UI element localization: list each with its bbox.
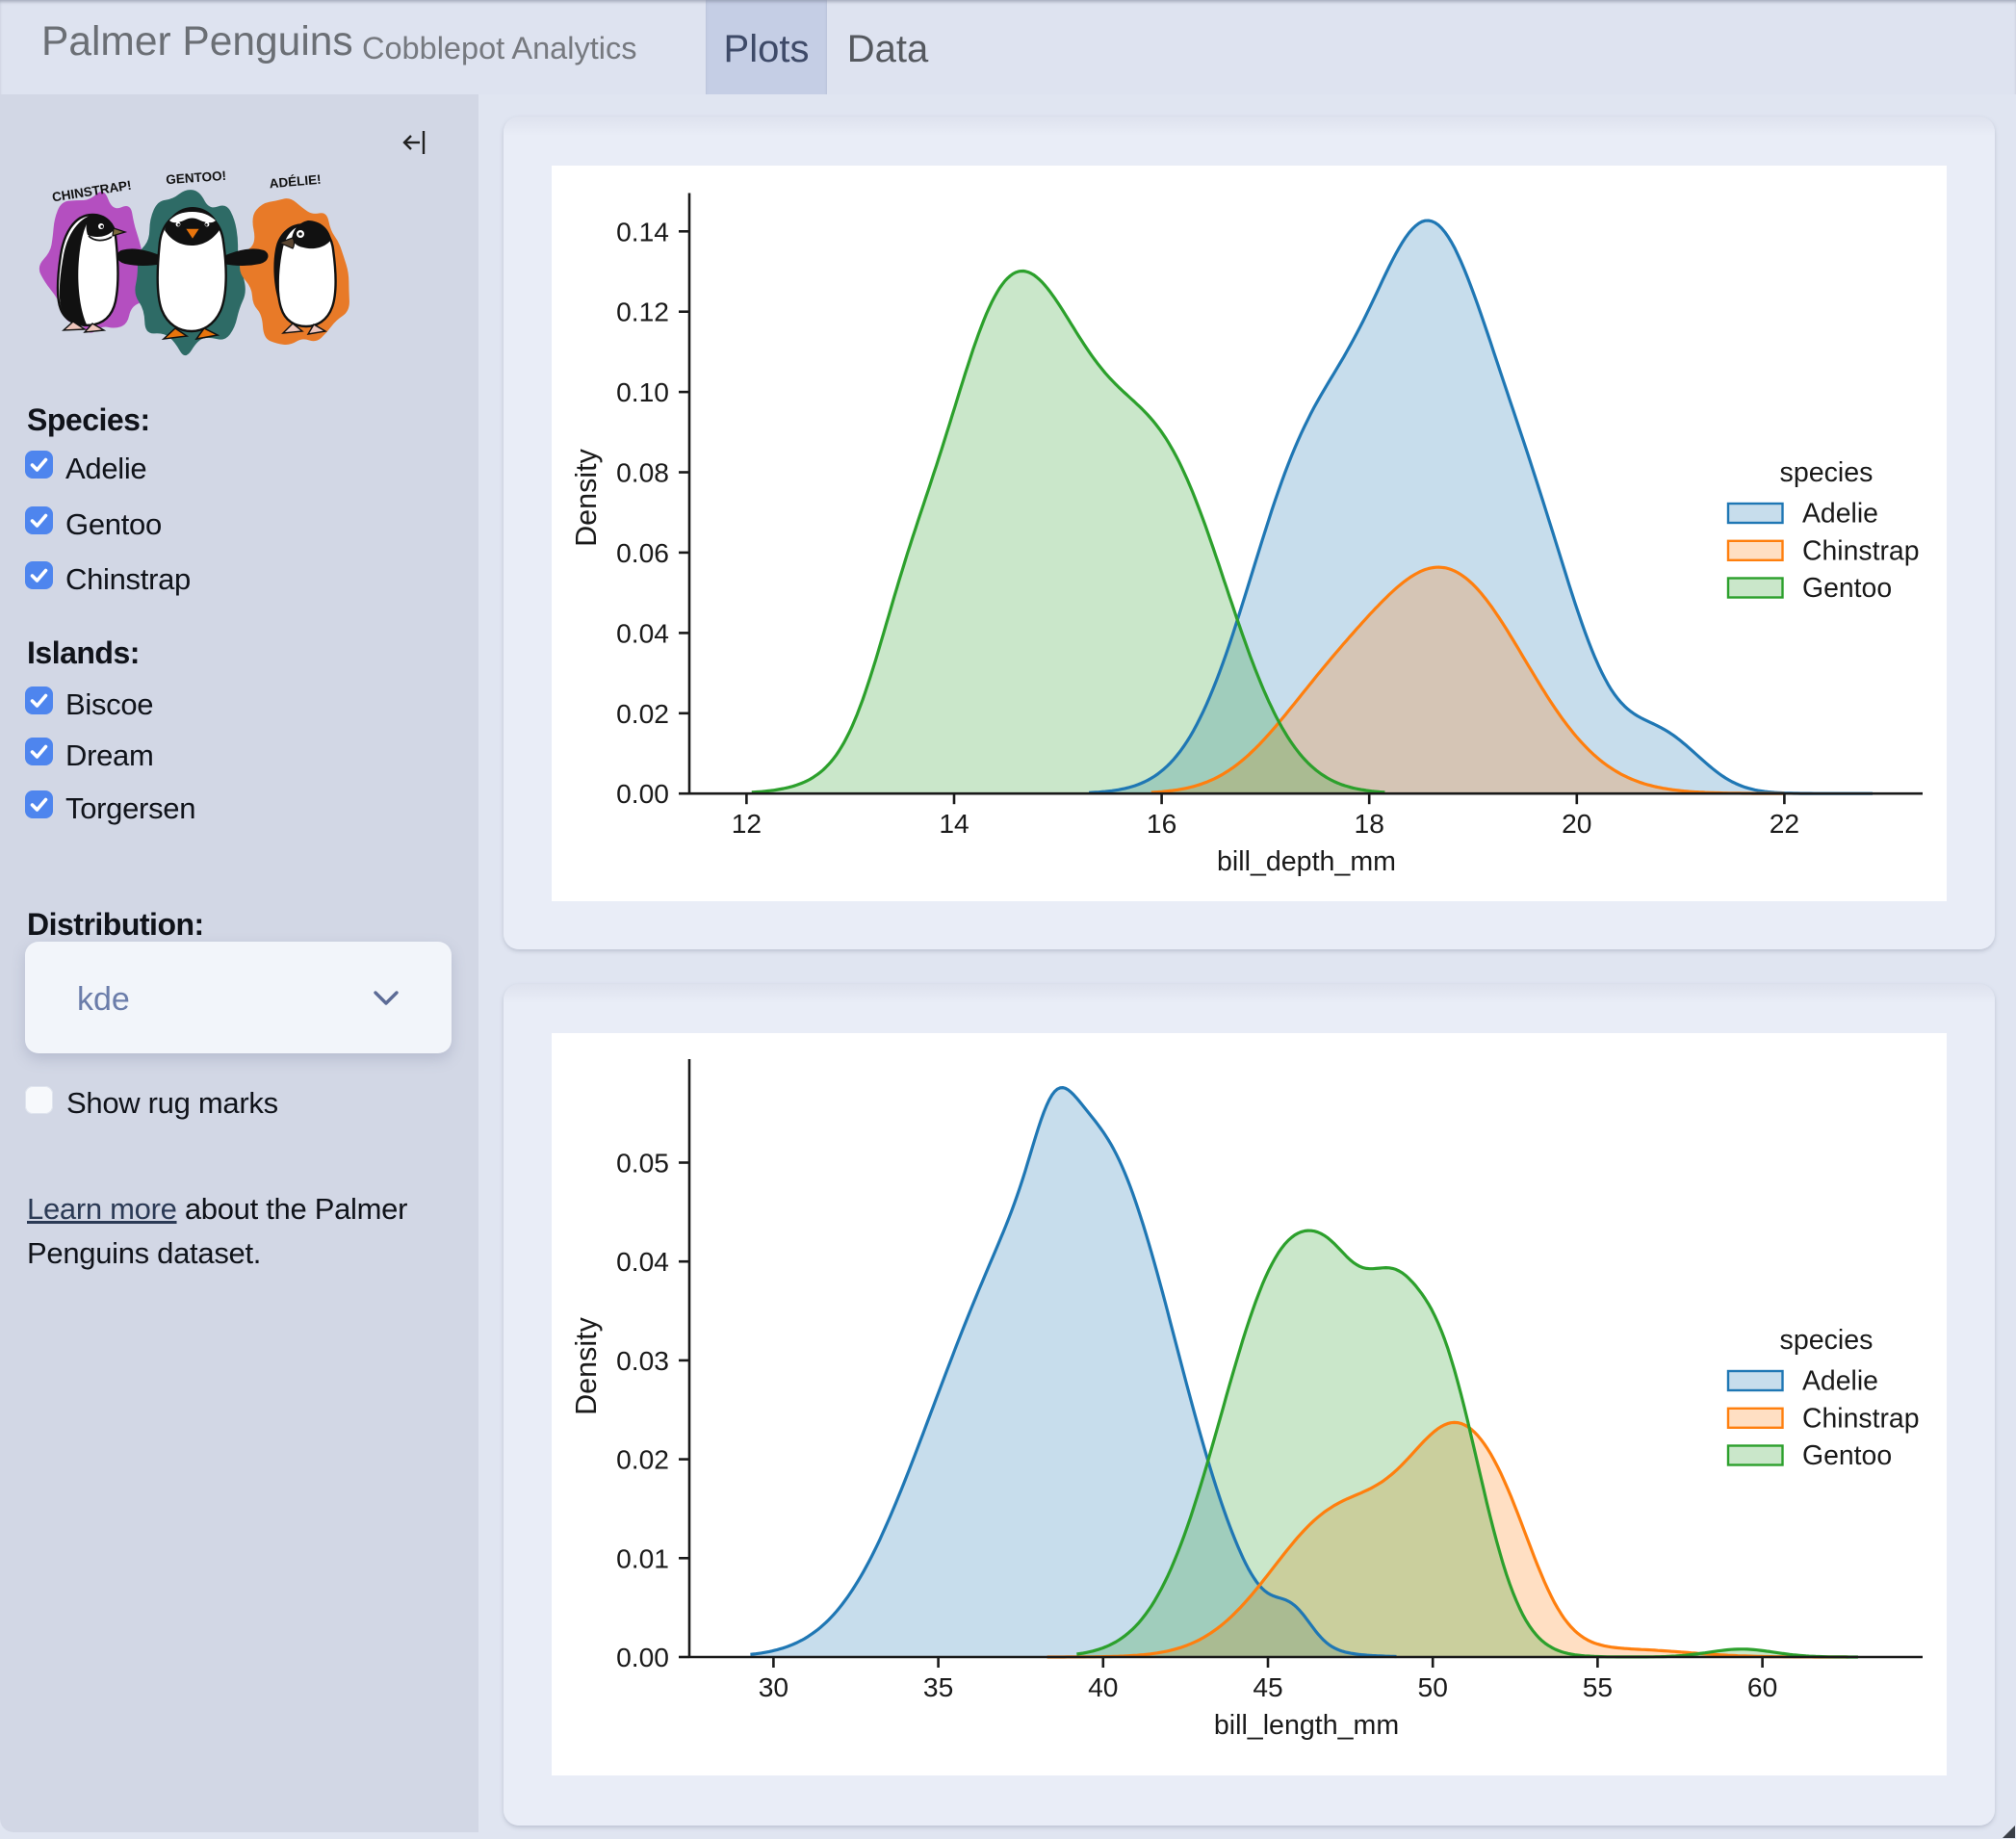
svg-text:0.05: 0.05 [616, 1148, 669, 1179]
svg-text:species: species [1780, 457, 1874, 488]
svg-text:12: 12 [732, 808, 762, 839]
svg-text:GENTOO!: GENTOO! [166, 168, 227, 187]
svg-text:40: 40 [1088, 1671, 1118, 1702]
svg-text:Density: Density [570, 1316, 603, 1414]
svg-text:14: 14 [939, 808, 969, 839]
svg-text:Chinstrap: Chinstrap [1802, 535, 1920, 566]
svg-text:45: 45 [1253, 1671, 1282, 1702]
svg-text:bill_depth_mm: bill_depth_mm [1217, 846, 1396, 877]
svg-text:0.02: 0.02 [616, 698, 669, 729]
svg-text:0.08: 0.08 [616, 457, 669, 488]
svg-text:0.06: 0.06 [616, 537, 669, 568]
svg-text:0.00: 0.00 [616, 778, 669, 809]
svg-text:Chinstrap: Chinstrap [1802, 1403, 1920, 1434]
svg-text:species: species [1780, 1325, 1874, 1356]
svg-text:0.03: 0.03 [616, 1345, 669, 1376]
svg-text:Adelie: Adelie [1802, 499, 1878, 530]
svg-text:60: 60 [1747, 1671, 1777, 1702]
svg-text:Gentoo: Gentoo [1802, 573, 1892, 604]
svg-text:bill_length_mm: bill_length_mm [1214, 1710, 1399, 1741]
svg-text:30: 30 [759, 1671, 788, 1702]
svg-text:0.10: 0.10 [616, 376, 669, 407]
svg-text:35: 35 [923, 1671, 953, 1702]
svg-text:18: 18 [1355, 808, 1384, 839]
svg-text:Gentoo: Gentoo [1802, 1440, 1892, 1471]
svg-text:22: 22 [1770, 808, 1799, 839]
svg-text:0.02: 0.02 [616, 1444, 669, 1475]
svg-text:0.12: 0.12 [616, 297, 669, 327]
svg-text:0.01: 0.01 [616, 1542, 669, 1573]
svg-text:Adelie: Adelie [1802, 1366, 1878, 1397]
svg-text:ADÉLIE!: ADÉLIE! [269, 172, 322, 192]
svg-text:0.14: 0.14 [616, 216, 669, 246]
svg-text:0.04: 0.04 [616, 1246, 669, 1277]
svg-text:0.04: 0.04 [616, 617, 669, 648]
svg-text:16: 16 [1147, 808, 1176, 839]
svg-text:0.00: 0.00 [616, 1642, 669, 1672]
svg-text:20: 20 [1562, 808, 1591, 839]
svg-text:55: 55 [1583, 1671, 1613, 1702]
svg-text:50: 50 [1418, 1671, 1448, 1702]
svg-text:Density: Density [570, 448, 603, 546]
